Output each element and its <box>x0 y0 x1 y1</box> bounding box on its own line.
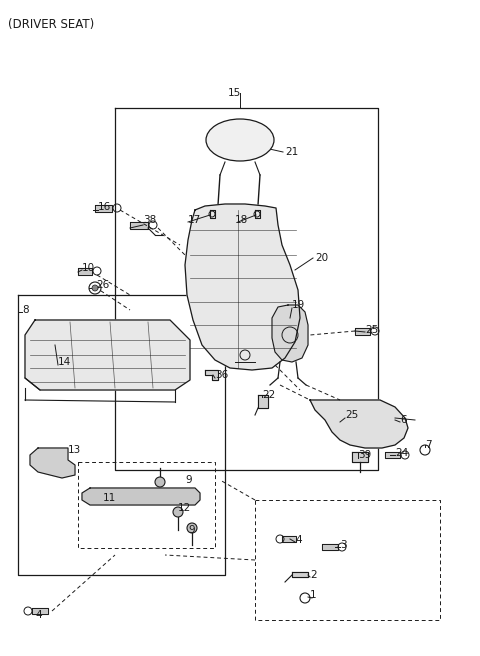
Polygon shape <box>82 488 200 505</box>
Text: 1: 1 <box>310 590 317 600</box>
Text: 26: 26 <box>96 280 109 290</box>
Polygon shape <box>130 222 148 229</box>
Polygon shape <box>292 572 308 577</box>
Text: 12: 12 <box>178 503 191 513</box>
Text: 20: 20 <box>315 253 328 263</box>
Text: 25: 25 <box>345 410 358 420</box>
Polygon shape <box>352 452 368 462</box>
Polygon shape <box>205 370 218 380</box>
Text: 9: 9 <box>188 525 194 535</box>
Polygon shape <box>272 305 308 362</box>
Polygon shape <box>210 210 215 218</box>
Text: (DRIVER SEAT): (DRIVER SEAT) <box>8 18 94 31</box>
Polygon shape <box>30 448 75 478</box>
Polygon shape <box>355 328 370 335</box>
Polygon shape <box>95 205 112 212</box>
Text: 4: 4 <box>35 610 42 620</box>
Text: 7: 7 <box>425 440 432 450</box>
Polygon shape <box>255 210 260 218</box>
Text: 18: 18 <box>235 215 248 225</box>
Polygon shape <box>322 544 338 550</box>
Polygon shape <box>385 452 400 458</box>
Polygon shape <box>310 400 408 448</box>
Polygon shape <box>258 395 268 408</box>
Text: 36: 36 <box>215 370 228 380</box>
Text: 3: 3 <box>340 540 347 550</box>
Text: 38: 38 <box>143 215 156 225</box>
Text: 6: 6 <box>400 415 407 425</box>
Text: 14: 14 <box>58 357 71 367</box>
Circle shape <box>92 285 98 291</box>
Text: 16: 16 <box>98 202 111 212</box>
Circle shape <box>155 477 165 487</box>
Text: 9: 9 <box>185 475 192 485</box>
Text: 17: 17 <box>188 215 201 225</box>
Text: 13: 13 <box>68 445 81 455</box>
Text: 19: 19 <box>292 300 305 310</box>
Polygon shape <box>78 268 92 275</box>
Text: 11: 11 <box>103 493 116 503</box>
Text: 25: 25 <box>365 325 378 335</box>
Polygon shape <box>32 608 48 614</box>
Text: 21: 21 <box>285 147 298 157</box>
Text: 2: 2 <box>310 570 317 580</box>
Text: 8: 8 <box>22 305 29 315</box>
Ellipse shape <box>206 119 274 161</box>
Text: 22: 22 <box>262 390 275 400</box>
Text: 39: 39 <box>358 450 371 460</box>
Polygon shape <box>25 320 190 390</box>
Text: 24: 24 <box>395 448 408 458</box>
Text: 15: 15 <box>228 88 241 98</box>
Text: 4: 4 <box>295 535 301 545</box>
Polygon shape <box>282 536 296 542</box>
Text: 10: 10 <box>82 263 95 273</box>
Circle shape <box>187 523 197 533</box>
Polygon shape <box>185 204 300 370</box>
Circle shape <box>173 507 183 517</box>
